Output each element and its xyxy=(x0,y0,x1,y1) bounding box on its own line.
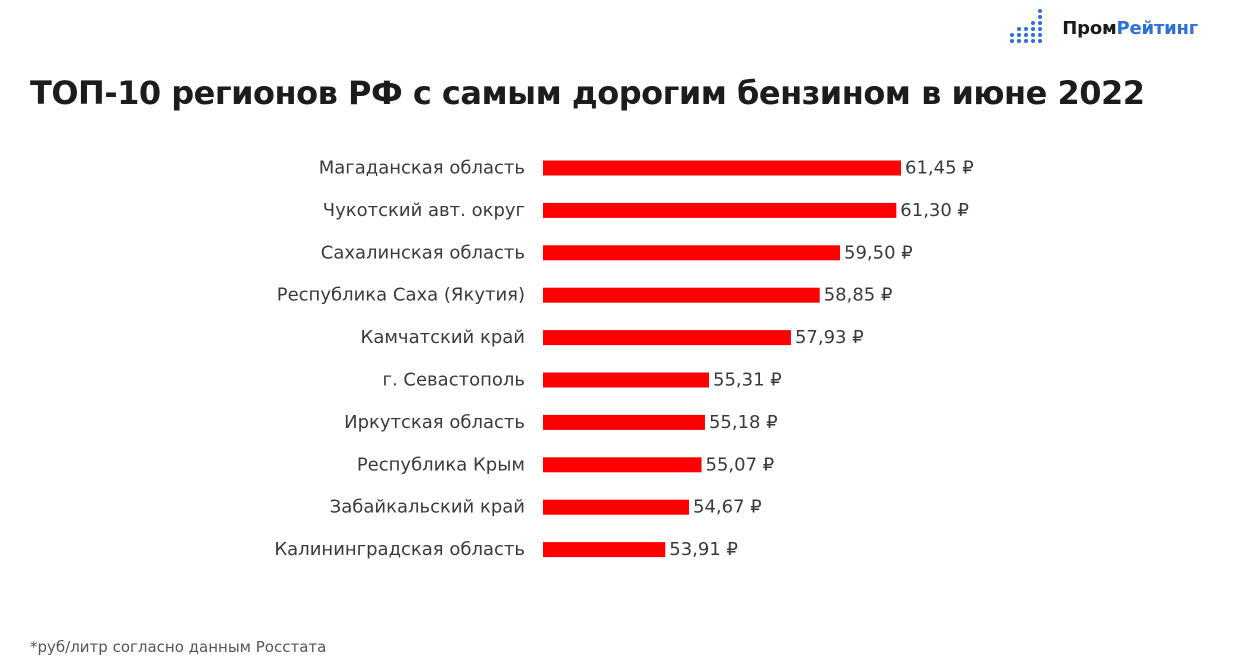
value-label: 55,18 ₽ xyxy=(709,412,778,433)
bar xyxy=(543,287,820,303)
bar xyxy=(543,457,702,473)
brand-name-part2: Рейтинг xyxy=(1116,17,1199,39)
category-label: г. Севастополь xyxy=(383,370,525,391)
bar xyxy=(543,330,791,346)
value-label: 57,93 ₽ xyxy=(795,327,864,348)
bar xyxy=(543,160,901,176)
category-label: Республика Крым xyxy=(357,454,525,475)
chart-title: ТОП-10 регионов РФ с самым дорогим бензи… xyxy=(30,74,1145,112)
value-label: 61,30 ₽ xyxy=(900,200,969,221)
bar-chart: Магаданская область 61,45 ₽ Чукотский авт.… xyxy=(0,140,1236,580)
bar xyxy=(543,245,841,261)
category-label: Иркутская область xyxy=(344,412,525,433)
value-label: 54,67 ₽ xyxy=(693,497,762,518)
value-label: 58,85 ₽ xyxy=(824,285,893,306)
value-label: 61,45 ₽ xyxy=(905,158,974,179)
category-label: Магаданская область xyxy=(319,158,525,179)
bar xyxy=(543,499,690,515)
category-label: Камчатский край xyxy=(361,327,525,348)
value-label: 55,07 ₽ xyxy=(706,454,775,475)
bar xyxy=(543,414,705,430)
category-label: Республика Саха (Якутия) xyxy=(277,285,525,306)
footnote: *руб/литр согласно данным Росстата xyxy=(30,638,327,656)
value-label: 53,91 ₽ xyxy=(669,539,738,560)
category-label: Чукотский авт. округ xyxy=(323,200,525,221)
category-label: Забайкальский край xyxy=(330,497,525,518)
category-label: Калининградская область xyxy=(274,539,525,560)
value-label: 59,50 ₽ xyxy=(844,242,913,263)
value-label: 55,31 ₽ xyxy=(713,370,782,391)
category-label: Сахалинская область xyxy=(321,242,525,263)
bars-dots-logo-icon xyxy=(1010,9,1043,43)
bar xyxy=(543,372,710,388)
bar xyxy=(543,202,897,218)
bar xyxy=(543,542,666,558)
bar-chart-svg: Магаданская область 61,45 ₽ Чукотский авт.… xyxy=(274,158,974,561)
brand-name-part1: Пром xyxy=(1062,17,1117,39)
brand-name: ПромРейтинг xyxy=(1062,18,1198,39)
brand-logo: ПромРейтинг xyxy=(1008,8,1198,48)
